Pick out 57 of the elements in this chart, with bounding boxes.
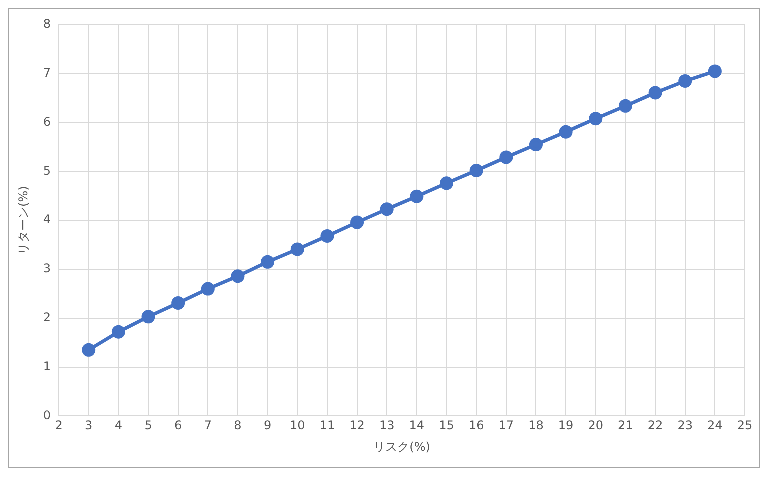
point [618, 99, 632, 113]
y-tick-label: 7 [43, 66, 52, 80]
y-tick-label: 4 [43, 212, 52, 227]
x-tick-label: 7 [204, 418, 212, 433]
x-tick-label: 24 [708, 418, 723, 433]
x-tick-label: 21 [618, 418, 634, 433]
y-tick-label: 2 [43, 310, 52, 325]
x-tick-label: 16 [468, 418, 484, 433]
y-tick-label: 0 [43, 408, 52, 422]
point [648, 86, 662, 100]
point [440, 176, 454, 190]
x-tick-label: 10 [290, 418, 306, 433]
point [82, 343, 96, 357]
point [172, 296, 186, 310]
x-tick-label: 2 [55, 418, 63, 433]
x-tick-label: 13 [379, 418, 395, 433]
point [529, 138, 543, 152]
y-tick-label: 6 [43, 114, 52, 129]
x-tick-label: 23 [678, 418, 693, 433]
x-tick-label: 8 [234, 418, 242, 433]
point [678, 74, 692, 88]
x-tick-label: 25 [737, 418, 753, 433]
x-tick-label: 6 [174, 418, 182, 433]
point [320, 230, 334, 243]
x-tick-label: 11 [320, 418, 336, 433]
y-axis-title: リターン(%) [16, 186, 30, 255]
point [410, 190, 424, 204]
x-tick-label: 20 [588, 418, 604, 433]
point [142, 310, 156, 324]
x-tick-label: 15 [439, 418, 454, 433]
x-tick-label: 14 [409, 418, 425, 433]
point [261, 255, 275, 269]
point [380, 202, 394, 216]
x-tick-label: 22 [648, 418, 664, 433]
point [112, 325, 126, 339]
point [708, 64, 722, 78]
point [290, 242, 304, 256]
point [201, 282, 215, 296]
x-tick-label: 18 [528, 418, 544, 433]
point [500, 150, 514, 164]
x-tick-label: 5 [144, 418, 152, 433]
point [470, 164, 484, 178]
x-tick-label: 19 [558, 418, 574, 433]
x-tick-label: 9 [264, 418, 272, 433]
y-tick-label: 5 [43, 164, 52, 178]
y-tick-label: 8 [43, 17, 52, 32]
y-tick-label: 3 [43, 262, 52, 276]
x-tick-label: 17 [498, 418, 514, 433]
x-tick-label: 3 [85, 418, 93, 433]
x-axis-title: リスク(%) [374, 440, 430, 454]
y-tick-label: 1 [43, 359, 52, 374]
x-tick-label: 4 [114, 418, 123, 433]
point [589, 112, 603, 126]
point [231, 270, 245, 284]
point [559, 125, 573, 139]
x-tick-label: 12 [350, 418, 365, 433]
point [350, 216, 364, 230]
